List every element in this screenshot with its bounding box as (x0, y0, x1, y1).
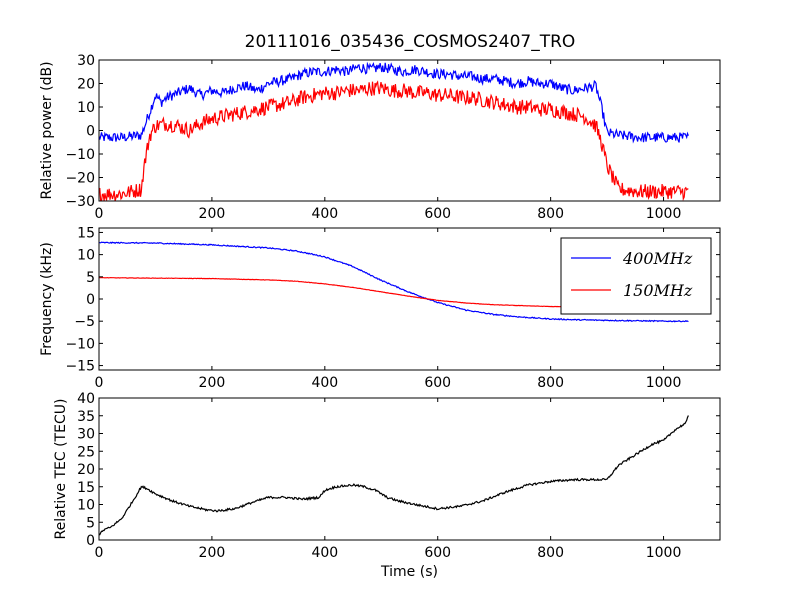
panel-3: 0 200 400 600 800 10000510152025303540Relativ… (53, 391, 721, 580)
y-tick-label: −20 (65, 171, 95, 187)
x-tick-label: 800 (537, 375, 564, 391)
series-line-1 (99, 241, 689, 323)
x-tick-label: 400 (311, 206, 338, 222)
y-tick-label: 20 (77, 462, 95, 478)
chart-title: 20111016_035436_COSMOS2407_TRO (245, 32, 576, 52)
y-axis-label: Relative power (dB) (39, 61, 55, 199)
y-tick-label: −15 (65, 359, 95, 375)
y-tick-label: 15 (77, 480, 95, 496)
series-group (99, 61, 689, 201)
x-tick-label: 1000 (646, 206, 682, 222)
x-tick-label: 600 (424, 206, 451, 222)
x-tick-label: 600 (424, 375, 451, 391)
x-tick-label: 800 (537, 206, 564, 222)
x-tick-label: 0 (95, 545, 104, 561)
x-tick-label: 600 (424, 545, 451, 561)
x-tick-label: 1000 (646, 545, 682, 561)
x-tick-label: 200 (199, 545, 226, 561)
y-tick-label: 0 (86, 533, 95, 549)
x-tick-label: 800 (537, 545, 564, 561)
x-tick-label: 1000 (646, 375, 682, 391)
panel-1: 0 200 400 600 800 1000 −30 −20 −10 0 10 20 30 Relativ… (39, 53, 721, 222)
y-tick-label: 5 (86, 515, 95, 531)
y-tick-label: −5 (74, 314, 95, 330)
y-tick-label: 5 (86, 270, 95, 286)
y-tick-label: 0 (86, 124, 95, 140)
x-tick-label: 0 (95, 375, 104, 391)
y-tick-label: 40 (77, 391, 95, 407)
x-axis-label: Time (s) (380, 564, 438, 580)
axes-frame (98, 397, 721, 541)
x-tick-label: 0 (95, 206, 104, 222)
legend: 400MHz 150MHz (560, 237, 712, 315)
y-tick-label: 30 (77, 53, 95, 69)
x-tick-label: 400 (311, 545, 338, 561)
y-tick-label: 20 (77, 77, 95, 93)
y-axis-label: Frequency (kHz) (39, 242, 55, 356)
panel-2: 0 200 400 600 800 1000 −15 −10 −5 0 5 10 15 Frequency… (39, 225, 721, 391)
series-line-1 (99, 415, 689, 536)
x-tick-label: 400 (311, 375, 338, 391)
x-tick-label: 200 (199, 375, 226, 391)
y-tick-label: −30 (65, 194, 95, 210)
series-line-2 (99, 80, 689, 201)
series-line-1 (99, 61, 689, 144)
y-tick-label: −10 (65, 336, 95, 352)
y-tick-label: 15 (77, 225, 95, 241)
legend-box (560, 237, 712, 315)
legend-label: 400MHz (622, 249, 693, 268)
y-tick-label: −10 (65, 147, 95, 163)
y-tick-label: 35 (77, 409, 95, 425)
y-tick-label: 0 (86, 292, 95, 308)
y-tick-label: 30 (77, 427, 95, 443)
series-group (99, 415, 689, 536)
x-tick-label: 200 (199, 206, 226, 222)
y-tick-label: 25 (77, 444, 95, 460)
y-tick-label: 10 (77, 498, 95, 514)
panels: 0 200 400 600 800 1000−30−20−100102030Relativ… (39, 53, 721, 580)
y-tick-label: 10 (77, 248, 95, 264)
legend-label: 150MHz (623, 281, 693, 300)
y-axis-label: Relative TEC (TECU) (53, 399, 69, 540)
y-tick-label: 10 (77, 100, 95, 116)
